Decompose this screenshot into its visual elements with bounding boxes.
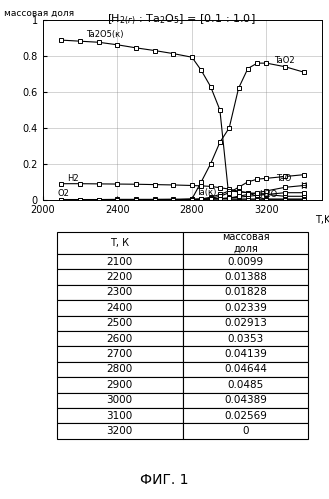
Text: H2O: H2O	[259, 190, 277, 199]
Text: массовая доля: массовая доля	[4, 9, 74, 18]
Text: Ta2O5(к): Ta2O5(к)	[86, 30, 123, 39]
Text: O2: O2	[58, 189, 69, 198]
Text: H2: H2	[67, 174, 79, 183]
Text: TaO2: TaO2	[274, 56, 294, 65]
Text: TaO: TaO	[276, 174, 291, 183]
Text: T,K: T,K	[315, 215, 329, 225]
Text: H: H	[300, 183, 306, 192]
Text: Ta(к): Ta(к)	[196, 188, 216, 197]
Text: ФИГ. 1: ФИГ. 1	[140, 473, 189, 487]
Text: [H$_{2(г)}$ : Ta$_2$O$_5$] = [0.1 : 1.0]: [H$_{2(г)}$ : Ta$_2$O$_5$] = [0.1 : 1.0]	[107, 12, 255, 27]
